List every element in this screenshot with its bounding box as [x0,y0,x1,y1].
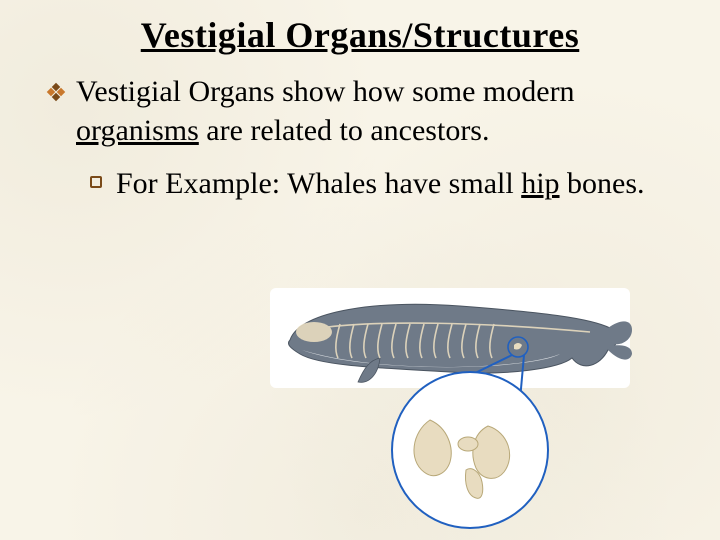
bullet-1-post: are related to ancestors. [199,114,490,147]
hollow-square-icon [90,176,102,188]
sub-1-post: bones. [560,167,645,200]
bullet-1-text: Vestigial Organs show how some modern or… [76,72,690,150]
bullet-1-underlined: organisms [76,114,199,147]
sub-bullet-1-text: For Example: Whales have small hip bones… [116,164,645,203]
slide-title: Vestigial Organs/Structures [30,14,690,56]
slide-container: Vestigial Organs/Structures Vestigial Or… [0,0,720,223]
sub-1-underlined: hip [521,167,559,200]
diamond-cluster-icon [48,82,66,100]
bullet-1: Vestigial Organs show how some modern or… [48,72,690,150]
sub-bullet-1: For Example: Whales have small hip bones… [90,164,690,203]
whale-svg [260,280,640,530]
bullet-1-pre: Vestigial Organs show how some modern [76,75,575,108]
whale-figure [260,280,640,530]
sub-1-pre: For Example: Whales have small [116,167,521,200]
